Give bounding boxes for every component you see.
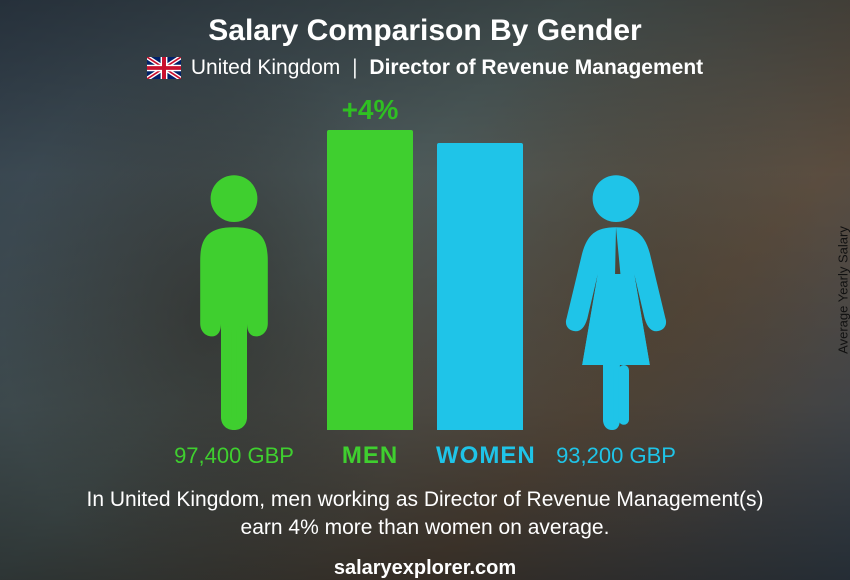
man-icon (169, 170, 299, 430)
men-bar-wrap (327, 130, 413, 430)
uk-flag-icon (147, 57, 181, 79)
y-axis-label: Average Yearly Salary (835, 290, 850, 418)
women-figure-col (546, 170, 686, 430)
women-bar-label: WOMEN (436, 442, 524, 470)
men-bar (327, 130, 413, 430)
footer-source: salaryexplorer.com (30, 557, 820, 580)
infographic-container: Salary Comparison By Gender United Kingd… (0, 0, 850, 580)
labels-row: 97,400 GBP MEN WOMEN 93,200 GBP (105, 442, 745, 470)
subtitle-row: United Kingdom | Director of Revenue Man… (30, 56, 820, 80)
summary-text: In United Kingdom, men working as Direct… (85, 486, 765, 543)
women-salary-value: 93,200 GBP (546, 443, 686, 469)
chart-area: +4% (105, 94, 745, 436)
men-figure-col (164, 170, 304, 430)
woman-icon (551, 170, 681, 430)
men-bar-label: MEN (326, 442, 414, 470)
women-bar (437, 143, 523, 430)
women-bar-wrap (437, 130, 523, 430)
subtitle-country: United Kingdom (191, 56, 340, 79)
women-bar-col (436, 130, 524, 430)
men-bar-col: +4% (326, 94, 414, 430)
subtitle-job: Director of Revenue Management (369, 56, 703, 79)
subtitle-text: United Kingdom | Director of Revenue Man… (191, 56, 703, 80)
delta-label: +4% (342, 94, 399, 126)
men-salary-value: 97,400 GBP (164, 443, 304, 469)
page-title: Salary Comparison By Gender (30, 14, 820, 48)
subtitle-separator: | (352, 56, 357, 79)
